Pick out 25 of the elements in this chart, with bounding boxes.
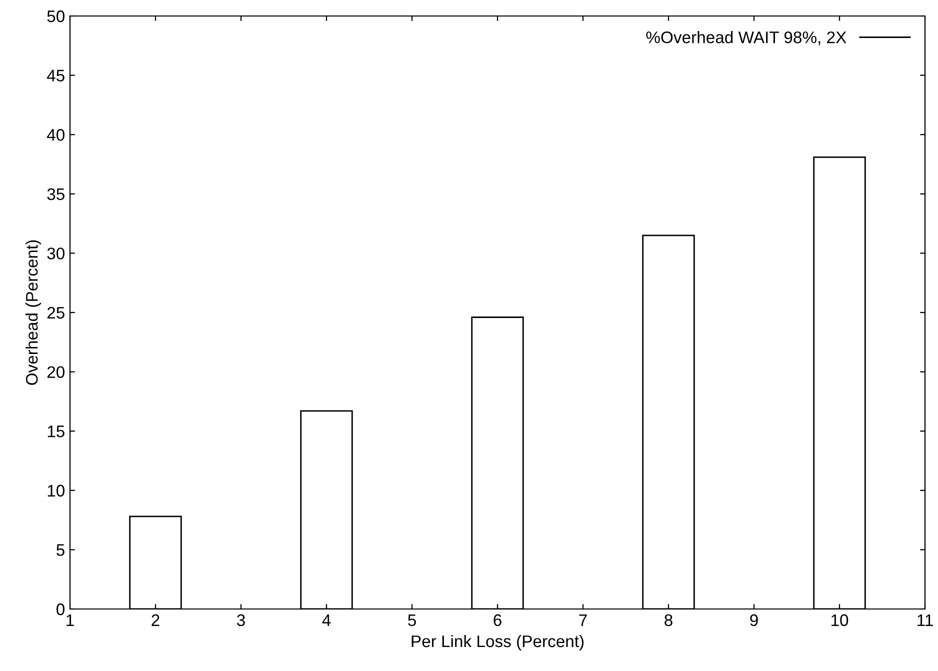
x-tick-label: 10 xyxy=(832,614,848,626)
x-axis-title: Per Link Loss (Percent) xyxy=(412,634,584,650)
y-tick-label: 30 xyxy=(47,248,64,260)
y-tick-label: 5 xyxy=(56,544,64,556)
y-tick-label: 20 xyxy=(47,366,64,378)
y-tick-label: 40 xyxy=(46,129,64,141)
x-tick-label: 8 xyxy=(664,614,672,626)
x-tick-label: 6 xyxy=(494,614,502,626)
y-axis-title: Overhead (Percent) xyxy=(26,240,42,385)
x-tick-label: 7 xyxy=(579,614,587,626)
x-tick-label: 11 xyxy=(918,614,933,626)
x-tick-label: 2 xyxy=(152,614,160,626)
y-tick-label: 15 xyxy=(48,426,64,438)
y-tick-label: 45 xyxy=(46,70,64,82)
x-tick-label: 1 xyxy=(66,614,74,626)
y-tick-label: 0 xyxy=(56,603,64,616)
y-tick-label: 25 xyxy=(47,306,64,319)
y-tick-label: 35 xyxy=(47,188,64,200)
x-tick-label: 9 xyxy=(750,614,758,626)
y-tick-label: 50 xyxy=(47,10,64,22)
x-tick-label: 3 xyxy=(237,614,245,626)
legend-label: %Overhead WAIT 98%, 2X xyxy=(646,31,846,46)
y-tick-label: 10 xyxy=(48,484,64,497)
x-tick-label: 5 xyxy=(408,614,416,626)
x-tick-label: 4 xyxy=(322,614,331,626)
